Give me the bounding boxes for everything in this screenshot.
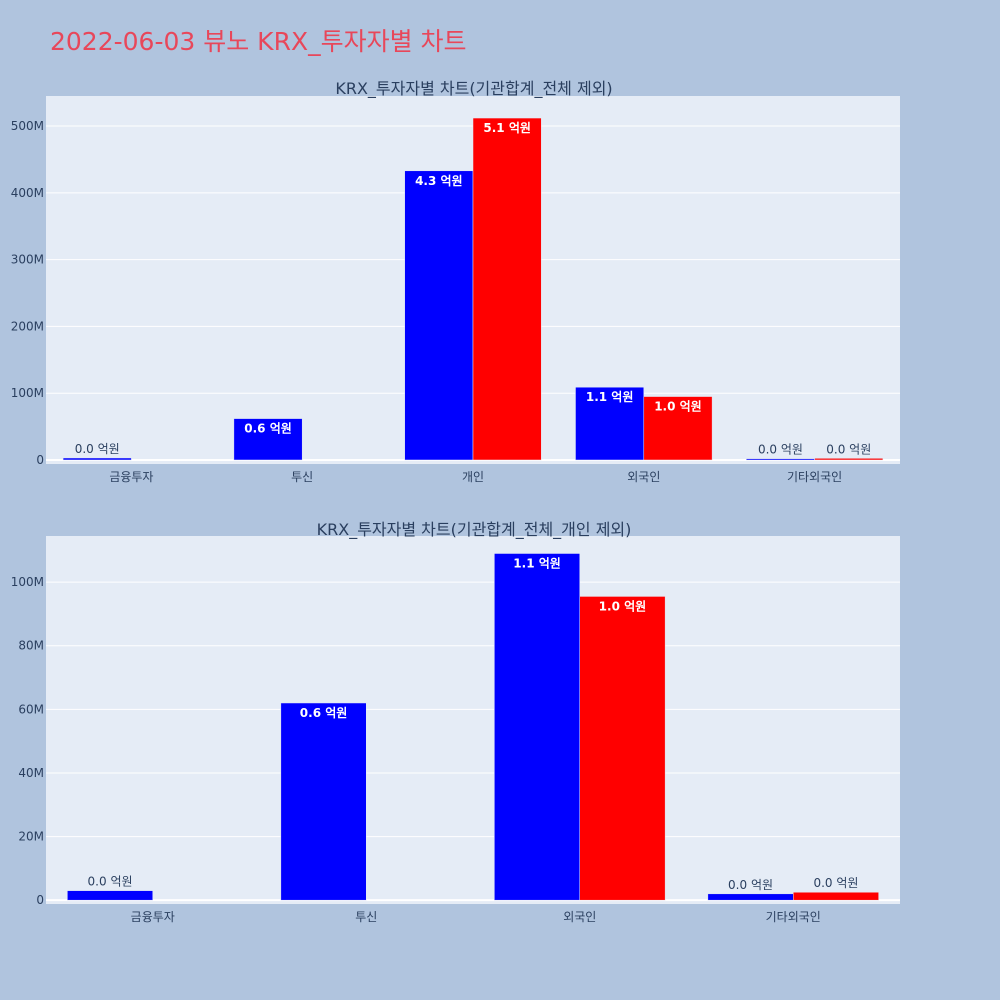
bar xyxy=(472,117,542,461)
investor-chart-excl-individual: KRX_투자자별 차트(기관합계_전체_개인 제외) 0 20M 40M 60M 80M 1… xyxy=(11,520,900,924)
y-tick-label: 100M xyxy=(11,575,44,589)
data-label: 0.0 억원 xyxy=(758,443,803,457)
x-tick-label: 투신 xyxy=(291,470,313,484)
bar xyxy=(814,458,884,461)
bar xyxy=(67,890,153,901)
bar xyxy=(793,891,879,901)
data-label: 0.0 억원 xyxy=(75,442,120,456)
chart-title: KRX_투자자별 차트(기관합계_전체_개인 제외) xyxy=(317,520,632,540)
x-tick-label: 개인 xyxy=(462,470,484,484)
y-tick-label: 0 xyxy=(36,453,44,467)
x-tick-label: 투신 xyxy=(355,910,377,924)
investor-chart-all: KRX_투자자별 차트(기관합계_전체 제외) 0 100M 200M 300M 400M… xyxy=(11,79,900,484)
data-label: 0.0 억원 xyxy=(88,875,133,889)
y-tick-label: 100M xyxy=(11,386,44,400)
y-tick-label: 60M xyxy=(18,702,44,716)
data-label: 0.6 억원 xyxy=(244,422,292,436)
y-tick-label: 500M xyxy=(11,119,44,133)
y-tick-label: 80M xyxy=(18,639,44,653)
data-label: 1.1 억원 xyxy=(586,390,634,404)
bar xyxy=(579,596,666,901)
y-tick-label: 200M xyxy=(11,319,44,333)
data-label: 0.6 억원 xyxy=(300,706,348,720)
data-label: 1.0 억원 xyxy=(599,599,647,613)
bar xyxy=(746,458,815,461)
y-tick-label: 300M xyxy=(11,253,44,267)
x-tick-label: 외국인 xyxy=(627,470,660,484)
bar xyxy=(643,396,713,461)
bar xyxy=(62,457,132,461)
data-label: 5.1 억원 xyxy=(483,121,531,135)
bar xyxy=(494,553,581,901)
x-tick-label: 기타외국인 xyxy=(766,910,821,924)
y-tick-label: 0 xyxy=(36,893,44,907)
bar xyxy=(233,418,303,461)
y-tick-label: 400M xyxy=(11,186,44,200)
bar xyxy=(575,386,645,461)
chart-title: KRX_투자자별 차트(기관합계_전체 제외) xyxy=(335,79,612,99)
x-tick-label: 금융투자 xyxy=(109,470,153,484)
data-label: 0.0 억원 xyxy=(813,876,858,890)
bar xyxy=(404,170,474,461)
bar xyxy=(707,893,794,901)
data-label: 1.0 억원 xyxy=(654,400,702,414)
bar xyxy=(280,702,367,901)
data-label: 0.0 억원 xyxy=(826,442,871,456)
data-label: 4.3 억원 xyxy=(415,174,463,188)
page-title: 2022-06-03 뷰노 KRX_투자자별 차트 xyxy=(50,27,467,56)
y-tick-label: 20M xyxy=(18,830,44,844)
plot-background xyxy=(46,536,900,904)
x-tick-label: 외국인 xyxy=(563,910,596,924)
data-label: 1.1 억원 xyxy=(513,556,561,570)
x-tick-label: 기타외국인 xyxy=(787,470,842,484)
y-tick-label: 40M xyxy=(18,766,44,780)
data-label: 0.0 억원 xyxy=(728,878,773,892)
x-tick-label: 금융투자 xyxy=(131,910,175,924)
